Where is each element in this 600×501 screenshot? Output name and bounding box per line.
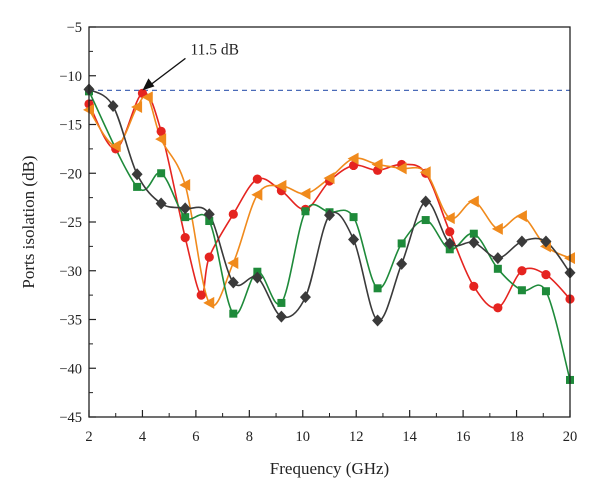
y-axis-title: Ports isolation (dB)	[19, 155, 38, 288]
marker-dark	[516, 235, 528, 248]
marker-green	[205, 217, 214, 226]
marker-green	[493, 264, 502, 273]
marker-green	[517, 286, 526, 295]
marker-orange	[443, 212, 455, 225]
marker-dark	[396, 257, 408, 270]
marker-orange	[275, 179, 287, 192]
marker-orange	[251, 188, 263, 201]
marker-dark	[540, 235, 552, 248]
y-tick-label: −40	[59, 361, 82, 377]
marker-orange	[395, 162, 407, 175]
y-tick-label: −5	[67, 20, 82, 36]
marker-dark	[348, 233, 360, 246]
y-tick-label: −10	[59, 69, 82, 85]
marker-dark	[444, 237, 456, 250]
marker-dark	[155, 197, 167, 210]
marker-green	[469, 229, 478, 238]
marker-orange	[371, 158, 383, 171]
y-tick-label: −45	[59, 410, 82, 426]
marker-red	[541, 270, 551, 280]
marker-orange	[203, 296, 215, 309]
annotation-arrowhead	[142, 78, 155, 91]
marker-dark	[299, 291, 311, 304]
annotation-label: 11.5 dB	[190, 41, 239, 58]
y-tick-label: −25	[59, 215, 82, 231]
annotation-layer: 11.5 dB	[142, 41, 239, 91]
x-tick-label: 4	[139, 429, 147, 445]
marker-dark	[131, 168, 143, 181]
marker-orange	[109, 139, 121, 152]
x-tick-label: 20	[563, 429, 578, 445]
marker-dark	[275, 310, 287, 323]
marker-dark	[107, 99, 119, 112]
marker-green	[277, 298, 286, 307]
marker-orange	[491, 222, 503, 235]
x-tick-label: 18	[509, 429, 524, 445]
x-tick-label: 10	[296, 429, 311, 445]
marker-dark	[492, 252, 504, 265]
marker-dark	[203, 208, 215, 221]
marker-orange	[323, 172, 335, 185]
marker-red	[228, 209, 238, 219]
marker-green	[541, 287, 550, 296]
marker-red	[196, 290, 206, 300]
marker-dark	[251, 271, 263, 284]
marker-dark	[179, 202, 191, 215]
marker-red	[469, 281, 479, 291]
marker-red	[156, 126, 166, 136]
x-tick-label: 14	[402, 429, 417, 445]
marker-green	[301, 207, 310, 216]
marker-red	[180, 233, 190, 243]
marker-red	[493, 303, 503, 313]
marker-green	[157, 169, 166, 178]
marker-green	[181, 213, 190, 222]
marker-orange	[155, 133, 167, 146]
markers-layer	[83, 83, 576, 384]
marker-orange	[467, 195, 479, 208]
marker-orange	[347, 152, 359, 165]
y-tick-label: −35	[59, 313, 82, 329]
marker-red	[252, 174, 262, 184]
annotation-arrow-line	[148, 57, 186, 87]
marker-red	[445, 227, 455, 237]
marker-green	[397, 239, 406, 248]
marker-green	[373, 284, 382, 293]
marker-dark	[468, 236, 480, 249]
marker-dark	[324, 209, 335, 222]
marker-red	[517, 266, 527, 276]
marker-dark	[227, 276, 239, 289]
marker-green	[133, 182, 142, 191]
x-tick-label: 6	[192, 429, 199, 445]
marker-orange	[179, 178, 191, 191]
marker-green	[349, 213, 358, 222]
marker-red	[204, 252, 214, 262]
marker-orange	[419, 166, 431, 179]
marker-green	[229, 309, 238, 318]
x-tick-label: 8	[246, 429, 253, 445]
plot-frame	[88, 26, 571, 418]
x-tick-label: 16	[456, 429, 471, 445]
x-tick-label: 2	[85, 429, 92, 445]
y-tick-label: −15	[59, 118, 82, 134]
x-axis-title: Frequency (GHz)	[270, 459, 389, 478]
y-tick-label: −20	[59, 166, 82, 182]
marker-orange	[299, 187, 311, 200]
marker-orange	[227, 256, 239, 269]
x-tick-label: 12	[349, 429, 364, 445]
marker-orange	[515, 210, 527, 223]
marker-dark	[372, 314, 384, 327]
marker-dark	[420, 195, 432, 208]
marker-orange	[131, 100, 143, 113]
marker-green	[421, 216, 430, 225]
marker-orange	[141, 91, 153, 104]
ticks-layer: 2 4 6 8 10 12 14 16 18 20 −45 −40 −35 −30 −25 −20 −15 −10…	[59, 20, 577, 445]
y-tick-label: −30	[59, 264, 82, 280]
